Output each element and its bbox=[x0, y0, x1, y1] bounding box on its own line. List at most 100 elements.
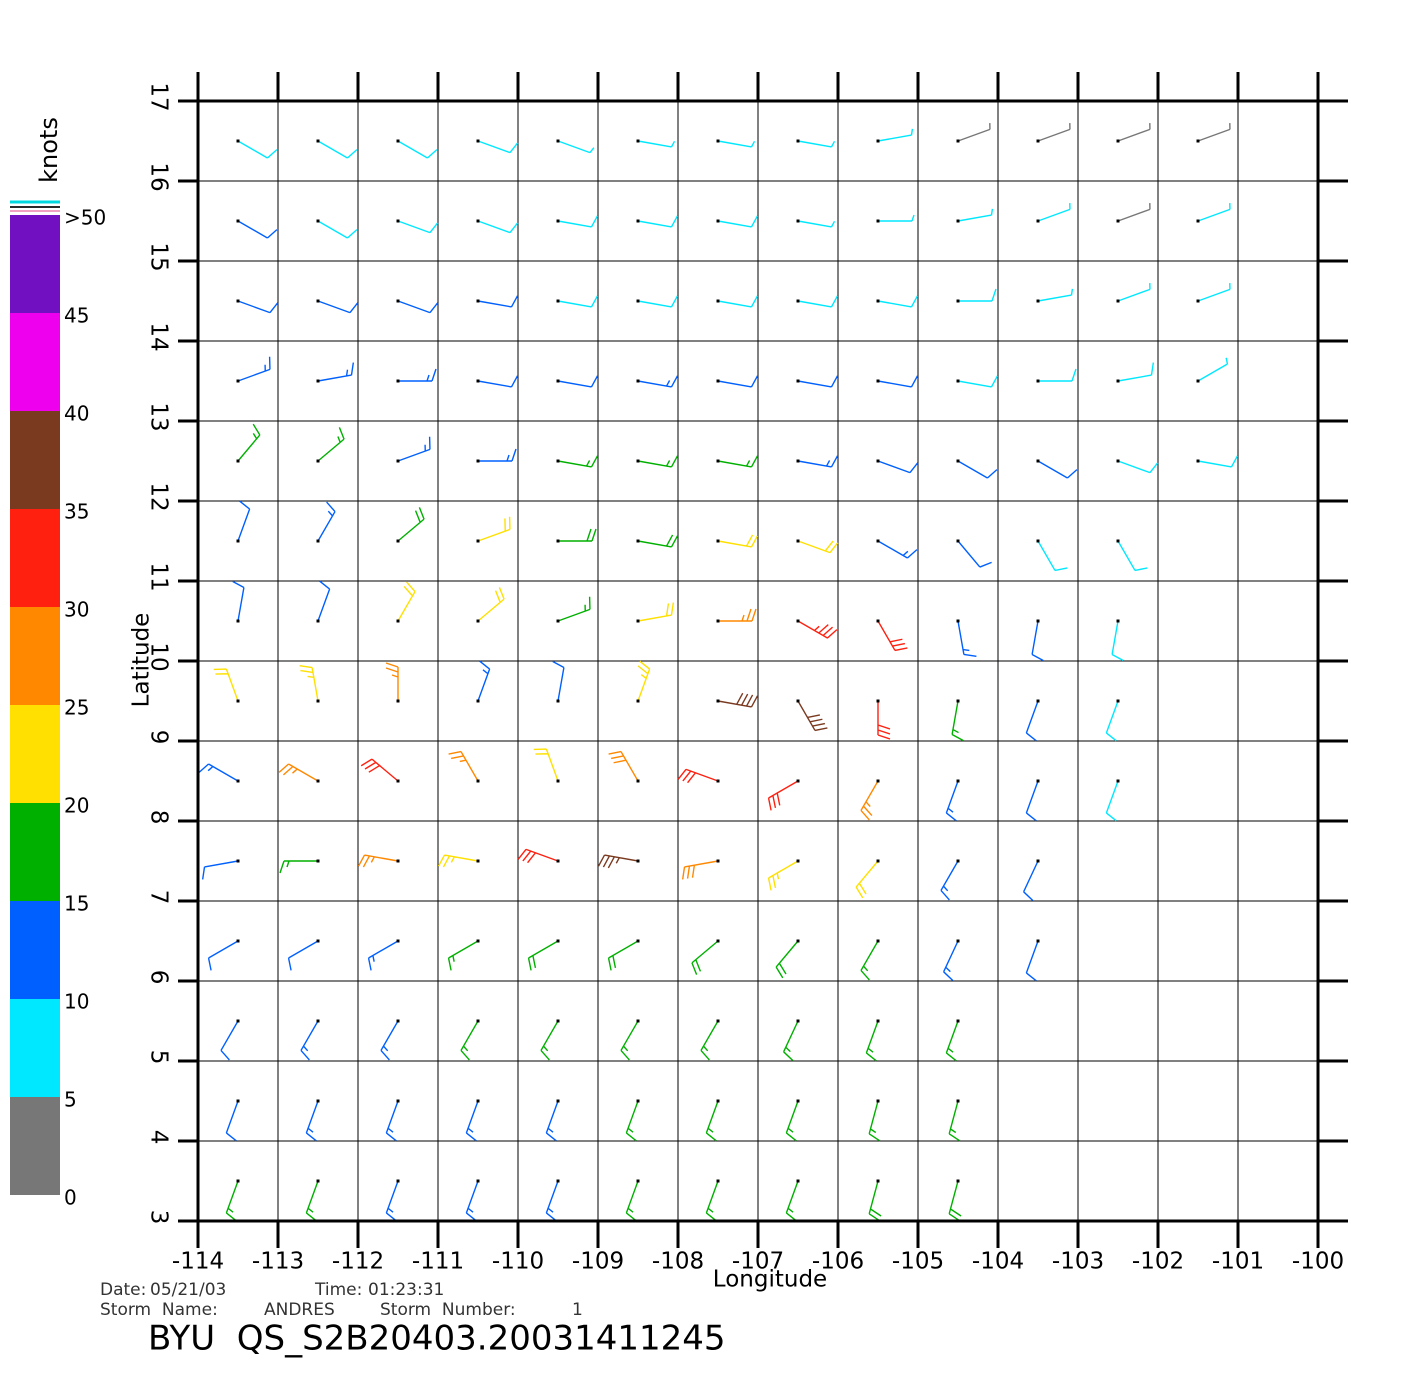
barb-origin bbox=[396, 219, 400, 223]
wind-barb bbox=[447, 940, 479, 971]
barb-origin bbox=[1196, 459, 1200, 463]
barb-origin bbox=[876, 299, 880, 303]
wind-barb bbox=[957, 540, 992, 568]
barb-origin bbox=[956, 699, 960, 703]
colorbar-tick-label: 0 bbox=[64, 1186, 77, 1210]
barb-origin bbox=[876, 619, 880, 623]
y-tick-label: 4 bbox=[146, 1130, 172, 1145]
barb-origin bbox=[636, 779, 640, 783]
barb-origin bbox=[556, 1019, 560, 1023]
barb-origin bbox=[236, 459, 240, 463]
wind-barb bbox=[620, 1020, 639, 1061]
wind-barb bbox=[868, 1180, 882, 1222]
barb-origin bbox=[396, 619, 400, 623]
wind-barb bbox=[465, 1100, 479, 1142]
wind-barb bbox=[782, 1020, 799, 1062]
wind-barb bbox=[718, 608, 757, 622]
wind-barb bbox=[1038, 368, 1077, 382]
wind-barb bbox=[942, 940, 959, 982]
wind-barb bbox=[397, 581, 416, 622]
wind-barb bbox=[207, 940, 239, 971]
barb-origin bbox=[316, 219, 320, 223]
wind-barb bbox=[945, 1020, 959, 1062]
y-axis-label: Latitude bbox=[129, 613, 155, 708]
colorbar-tick-label: 20 bbox=[64, 794, 89, 818]
wind-barb bbox=[717, 140, 756, 148]
barb-origin bbox=[876, 779, 880, 783]
wind-barb bbox=[797, 140, 836, 148]
wind-barb bbox=[951, 700, 964, 742]
barb-origin bbox=[1116, 539, 1120, 543]
y-tick-label: 9 bbox=[146, 730, 172, 745]
wind-barb bbox=[865, 1020, 879, 1062]
wind-barb bbox=[877, 128, 914, 142]
wind-barb bbox=[957, 123, 991, 142]
barb-origin bbox=[876, 939, 880, 943]
colorbar-segment bbox=[10, 803, 60, 901]
barb-origin bbox=[876, 1099, 880, 1103]
wind-barb bbox=[797, 540, 839, 554]
wind-barb bbox=[767, 780, 799, 811]
colorbar-segment bbox=[10, 313, 60, 411]
barb-origin bbox=[956, 139, 960, 143]
colorbar-tick-label: 45 bbox=[64, 304, 89, 328]
wind-barb bbox=[1197, 283, 1231, 302]
wind-barb bbox=[232, 580, 245, 622]
barb-origin bbox=[716, 619, 720, 623]
wind-barb bbox=[637, 295, 679, 308]
barb-origin bbox=[236, 219, 240, 223]
wind-barb bbox=[637, 215, 679, 228]
barb-origin bbox=[636, 1179, 640, 1183]
barb-origin bbox=[476, 1099, 480, 1103]
wind-barb bbox=[237, 356, 271, 382]
wind-barb bbox=[1117, 460, 1159, 474]
wind-barb bbox=[367, 940, 399, 971]
wind-barb bbox=[1197, 203, 1231, 222]
colorbar-label: knots bbox=[35, 117, 63, 183]
wind-barb bbox=[357, 854, 399, 868]
wind-barb bbox=[380, 1020, 399, 1061]
barb-origin bbox=[556, 619, 560, 623]
barb-origin bbox=[796, 219, 800, 223]
barb-origin bbox=[236, 779, 240, 783]
colorbar-tick-label: >50 bbox=[64, 206, 106, 230]
wind-barb bbox=[225, 1180, 239, 1222]
barb-origin bbox=[796, 859, 800, 863]
barb-origin bbox=[476, 779, 480, 783]
y-tick-label: 11 bbox=[146, 562, 172, 591]
barb-origin bbox=[236, 699, 240, 703]
barb-origin bbox=[316, 779, 320, 783]
wind-barb bbox=[1197, 357, 1229, 382]
barb-origin bbox=[396, 379, 400, 383]
barb-origin bbox=[796, 1179, 800, 1183]
barb-origin bbox=[396, 539, 400, 543]
wind-barb bbox=[517, 848, 559, 864]
barb-origin bbox=[876, 539, 880, 543]
wind-barb bbox=[877, 701, 891, 740]
wind-barb bbox=[397, 507, 425, 542]
wind-barb bbox=[1117, 203, 1151, 222]
barb-origin bbox=[636, 619, 640, 623]
barb-origin bbox=[556, 299, 560, 303]
wind-barb bbox=[557, 295, 599, 308]
barb-origin bbox=[636, 459, 640, 463]
wind-barb bbox=[797, 455, 839, 468]
barb-origin bbox=[396, 299, 400, 303]
barb-origin bbox=[636, 379, 640, 383]
barb-origin bbox=[636, 139, 640, 143]
wind-barb bbox=[1117, 540, 1148, 572]
barb-origin bbox=[716, 299, 720, 303]
grid bbox=[197, 100, 1319, 1222]
barb-origin bbox=[556, 379, 560, 383]
wind-barb bbox=[397, 436, 431, 462]
wind-barb bbox=[677, 768, 719, 784]
wind-barb bbox=[385, 662, 399, 701]
colorbar-tick-label: 40 bbox=[64, 402, 89, 426]
x-tick-label: -104 bbox=[972, 1249, 1024, 1275]
wind-barb bbox=[785, 1100, 799, 1142]
barb-origin bbox=[476, 539, 480, 543]
barb-origin bbox=[1036, 139, 1040, 143]
wind-barb bbox=[637, 140, 676, 148]
barb-origin bbox=[1036, 619, 1040, 623]
barb-origin bbox=[396, 1099, 400, 1103]
